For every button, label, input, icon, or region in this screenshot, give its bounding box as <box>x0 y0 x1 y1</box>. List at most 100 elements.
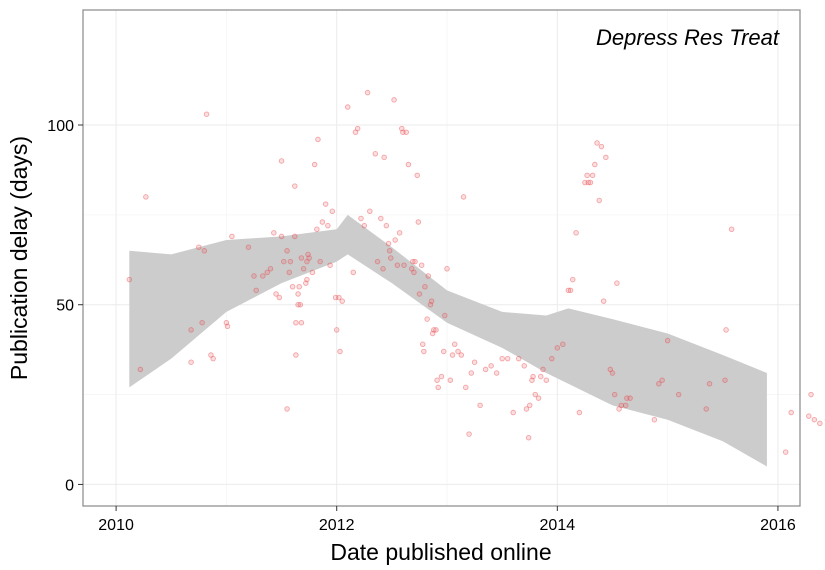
data-point <box>504 355 511 362</box>
data-point <box>582 179 588 186</box>
data-point <box>435 384 441 391</box>
data-point <box>303 280 309 286</box>
data-point <box>466 431 472 437</box>
data-point <box>627 395 633 401</box>
data-point <box>788 409 794 416</box>
data-point <box>378 215 384 222</box>
data-point <box>311 161 318 168</box>
data-point <box>137 366 144 373</box>
data-point <box>477 402 483 409</box>
data-point <box>271 230 277 236</box>
data-point <box>576 409 583 416</box>
data-point <box>592 161 598 168</box>
data-point <box>607 366 614 373</box>
data-point <box>295 301 301 308</box>
data-point <box>405 161 412 168</box>
data-point <box>535 395 542 401</box>
data-point <box>278 233 285 240</box>
data-point <box>361 222 368 229</box>
data-point <box>703 406 709 412</box>
data-point <box>203 111 210 117</box>
data-point <box>609 370 616 376</box>
data-point <box>414 172 420 179</box>
data-point <box>444 266 450 272</box>
y-axis-label: Publication delay (days) <box>6 136 32 380</box>
data-point <box>188 359 194 365</box>
data-point <box>422 284 428 290</box>
data-point <box>664 337 671 344</box>
data-point <box>381 154 387 161</box>
data-point <box>392 237 398 243</box>
data-point <box>438 373 445 380</box>
data-point <box>424 316 430 322</box>
data-point <box>372 151 379 157</box>
data-point <box>229 233 235 240</box>
data-point <box>296 284 302 290</box>
data-point <box>281 258 287 265</box>
data-point <box>603 154 609 161</box>
data-point <box>567 287 574 294</box>
data-point <box>447 377 454 383</box>
data-point <box>421 348 427 355</box>
data-point <box>394 262 401 268</box>
data-point <box>401 262 407 268</box>
data-point <box>624 395 630 401</box>
x-tick-label: 2012 <box>319 517 355 534</box>
data-point <box>333 327 340 333</box>
data-point <box>589 172 596 179</box>
data-point <box>525 434 532 441</box>
data-point <box>260 273 266 279</box>
data-point <box>419 341 426 348</box>
data-point <box>468 370 475 376</box>
data-point <box>600 298 607 304</box>
data-point <box>565 287 572 294</box>
data-point <box>570 276 576 283</box>
data-point <box>276 294 283 301</box>
data-point <box>297 301 304 308</box>
data-point <box>298 255 305 261</box>
data-point <box>286 269 293 276</box>
data-point <box>418 262 425 268</box>
data-point <box>337 348 343 355</box>
data-point <box>367 208 373 215</box>
data-point <box>460 194 467 200</box>
data-point <box>264 269 270 276</box>
data-point <box>305 251 311 258</box>
x-tick-label: 2014 <box>540 517 576 534</box>
data-point <box>488 363 494 369</box>
data-point <box>350 269 357 276</box>
data-point <box>585 179 591 186</box>
data-point <box>493 370 500 376</box>
data-point <box>410 258 416 265</box>
data-point <box>521 363 527 369</box>
data-point <box>618 402 625 409</box>
data-point <box>304 276 310 283</box>
data-point <box>284 406 290 412</box>
data-point <box>656 381 662 387</box>
data-point <box>817 420 823 427</box>
data-point <box>332 294 339 301</box>
data-point <box>808 391 814 398</box>
data-point <box>554 345 561 351</box>
data-point <box>811 416 818 423</box>
data-point <box>201 248 208 254</box>
data-point <box>354 125 361 132</box>
data-point <box>396 230 403 236</box>
data-point <box>806 413 812 419</box>
data-point <box>723 327 729 333</box>
data-point <box>515 355 522 362</box>
data-point <box>374 258 381 265</box>
data-point <box>526 402 533 409</box>
data-point <box>385 240 392 247</box>
data-point <box>295 291 301 297</box>
data-point <box>199 319 205 326</box>
data-point <box>412 258 418 265</box>
data-point <box>293 319 299 326</box>
data-point <box>499 355 505 362</box>
data-point <box>309 269 316 276</box>
data-point <box>196 244 202 250</box>
data-point <box>386 248 393 254</box>
data-point <box>327 262 333 268</box>
data-point <box>416 291 423 297</box>
data-point <box>300 266 307 272</box>
